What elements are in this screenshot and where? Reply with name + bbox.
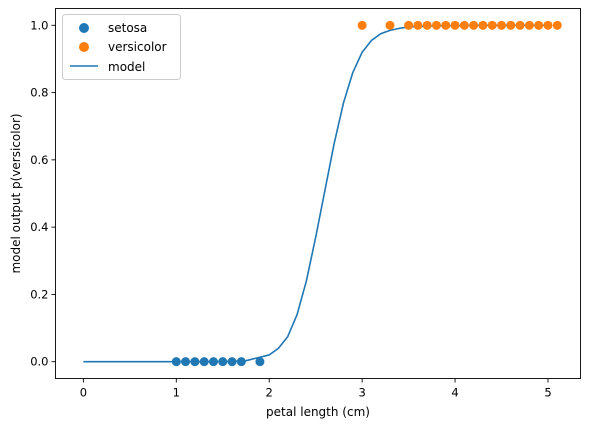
point-versicolor	[422, 20, 432, 30]
point-setosa	[181, 357, 191, 367]
point-versicolor	[404, 20, 414, 30]
point-setosa	[227, 357, 237, 367]
legend-marker-versicolor	[79, 42, 89, 52]
x-axis-ticks: 0 1 2 3 4 5	[80, 378, 552, 400]
point-setosa	[171, 357, 181, 367]
point-versicolor	[459, 20, 469, 30]
legend-label-model: model	[108, 60, 145, 74]
point-versicolor	[552, 20, 562, 30]
x-tick-label: 2	[266, 386, 273, 400]
plot-marks	[83, 20, 562, 367]
y-tick-label: 0.0	[30, 355, 48, 369]
point-versicolor	[506, 20, 516, 30]
point-setosa	[218, 357, 228, 367]
point-versicolor	[515, 20, 525, 30]
y-tick-label: 0.6	[30, 153, 48, 167]
plot-frame	[55, 8, 581, 379]
point-versicolor	[413, 20, 423, 30]
point-setosa	[255, 357, 265, 367]
legend-label-setosa: setosa	[108, 21, 147, 35]
point-versicolor	[543, 20, 553, 30]
point-versicolor	[441, 20, 451, 30]
point-versicolor	[385, 20, 395, 30]
y-tick-label: 0.2	[30, 287, 48, 301]
x-axis-label: petal length (cm)	[266, 405, 370, 419]
point-versicolor	[487, 20, 497, 30]
x-tick-label: 5	[544, 386, 551, 400]
point-setosa	[190, 357, 200, 367]
point-versicolor	[357, 20, 367, 30]
x-tick-label: 4	[451, 386, 458, 400]
legend-label-versicolor: versicolor	[108, 40, 167, 54]
x-tick-label: 1	[173, 386, 180, 400]
legend-box	[62, 14, 181, 80]
x-tick-label: 3	[358, 386, 365, 400]
y-tick-label: 0.4	[30, 220, 48, 234]
point-setosa	[199, 357, 209, 367]
point-versicolor	[450, 20, 460, 30]
y-tick-label: 0.8	[30, 86, 48, 100]
legend-marker-setosa	[79, 23, 89, 33]
point-versicolor	[497, 20, 507, 30]
point-setosa	[236, 357, 246, 367]
point-versicolor	[478, 20, 488, 30]
point-versicolor	[431, 20, 441, 30]
y-axis-label: model output p(versicolor)	[9, 113, 23, 273]
point-setosa	[208, 357, 218, 367]
point-versicolor	[524, 20, 534, 30]
legend: setosa versicolor model	[62, 14, 181, 80]
point-versicolor	[534, 20, 544, 30]
y-axis-ticks: 0.0 0.2 0.4 0.6 0.8 1.0	[30, 18, 56, 369]
x-tick-label: 0	[80, 386, 87, 400]
point-versicolor	[469, 20, 479, 30]
y-tick-label: 1.0	[30, 18, 48, 32]
